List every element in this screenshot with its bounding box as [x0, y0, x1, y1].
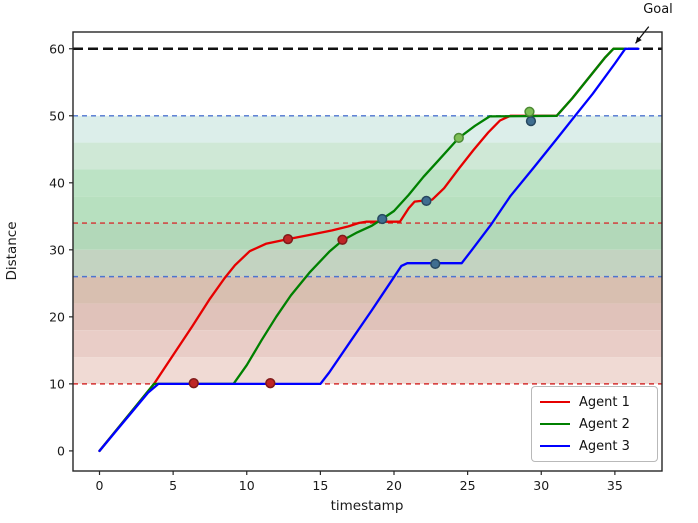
event-marker-9	[524, 106, 535, 117]
x-tick-label-10: 10	[239, 478, 255, 493]
agent-3-line	[98, 47, 640, 453]
gradient-band-5	[73, 249, 662, 277]
x-axis-label: timestamp	[330, 498, 404, 514]
event-marker-0	[188, 378, 199, 389]
gradient-band-6	[73, 276, 662, 304]
axes-spines	[72, 31, 663, 472]
gradient-band-1	[73, 142, 662, 170]
gradient-band-2	[73, 169, 662, 197]
y-tick-label-40: 40	[49, 175, 65, 190]
y-tick-label-20: 20	[49, 309, 65, 324]
x-tick-label-30: 30	[533, 478, 549, 493]
legend-label: Agent 3	[579, 438, 630, 454]
legend-line-sample	[540, 445, 570, 447]
y-tick-label-30: 30	[49, 242, 65, 257]
event-marker-7	[525, 115, 537, 127]
legend-label: Agent 1	[579, 394, 630, 410]
event-marker-6	[430, 258, 441, 270]
event-marker-5	[421, 195, 432, 207]
x-tick-label-5: 5	[169, 478, 177, 493]
event-marker-8	[453, 132, 464, 144]
legend-label: Agent 2	[579, 416, 630, 432]
legend-item-agent-2: Agent 2	[540, 417, 649, 432]
y-tick-label-60: 60	[49, 41, 65, 56]
legend-item-agent-1: Agent 1	[540, 395, 649, 410]
gradient-band-9	[73, 357, 662, 384]
y-tick-label-10: 10	[49, 376, 65, 391]
goal-annotation-label: Goal	[643, 2, 673, 17]
gradient-band-0	[73, 115, 662, 143]
goal-arrow-head	[635, 36, 642, 44]
event-marker-3	[337, 234, 348, 245]
y-tick-label-50: 50	[49, 108, 65, 123]
y-axis-label: Distance	[4, 221, 20, 281]
legend: Agent 1 Agent 2 Agent 3	[531, 386, 658, 462]
x-tick-label-25: 25	[460, 478, 476, 493]
legend-item-agent-3: Agent 3	[540, 439, 649, 454]
gradient-band-3	[73, 196, 662, 224]
event-marker-2	[282, 233, 294, 245]
x-tick-label-15: 15	[312, 478, 328, 493]
x-tick-label-0: 0	[96, 478, 104, 493]
y-tick-label-0: 0	[57, 443, 65, 458]
x-tick-label-35: 35	[607, 478, 623, 493]
gradient-band-8	[73, 330, 662, 358]
x-tick-label-20: 20	[386, 478, 402, 493]
event-marker-1	[265, 378, 276, 389]
legend-line-sample	[540, 423, 570, 425]
legend-line-sample	[540, 401, 570, 403]
event-marker-4	[377, 213, 388, 225]
